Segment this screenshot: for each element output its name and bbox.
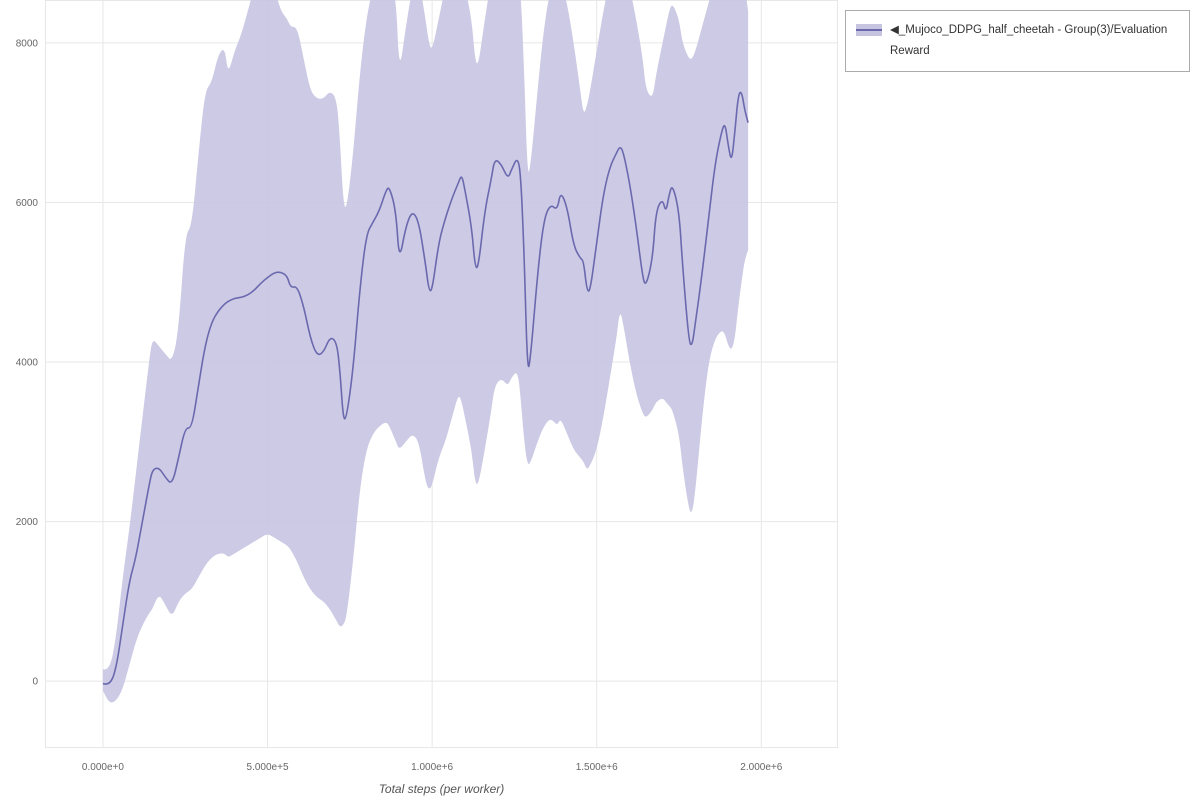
x-tick-label: 1.000e+6 (411, 762, 453, 773)
y-tick-label: 8000 (16, 38, 39, 49)
y-tick-label: 0 (32, 677, 38, 688)
x-tick-label: 0.000e+0 (82, 762, 124, 773)
legend-swatch-line (856, 29, 882, 31)
confidence-band (102, 0, 749, 703)
y-tick-label: 4000 (16, 358, 39, 369)
x-axis-title: Total steps (per worker) (378, 782, 505, 796)
legend-item[interactable]: ◀_Mujoco_DDPG_half_cheetah - Group(3)/Ev… (856, 20, 1179, 62)
plot-border (45, 0, 838, 748)
legend: ◀_Mujoco_DDPG_half_cheetah - Group(3)/Ev… (845, 10, 1190, 72)
y-tick-label: 2000 (16, 517, 39, 528)
x-tick-label: 1.500e+6 (576, 762, 618, 773)
legend-label: ◀_Mujoco_DDPG_half_cheetah - Group(3)/Ev… (890, 24, 1168, 57)
legend-swatch-band-line-icon (856, 24, 882, 36)
x-tick-label: 2.000e+6 (740, 762, 782, 773)
series-line (102, 91, 749, 685)
x-tick-label: 5.000e+5 (247, 762, 289, 773)
chart-svg: 0 2000 4000 6000 8000 0.000e+0 5.000e+5 1.000e+… (16, 0, 838, 773)
y-tick-label: 6000 (16, 198, 39, 209)
